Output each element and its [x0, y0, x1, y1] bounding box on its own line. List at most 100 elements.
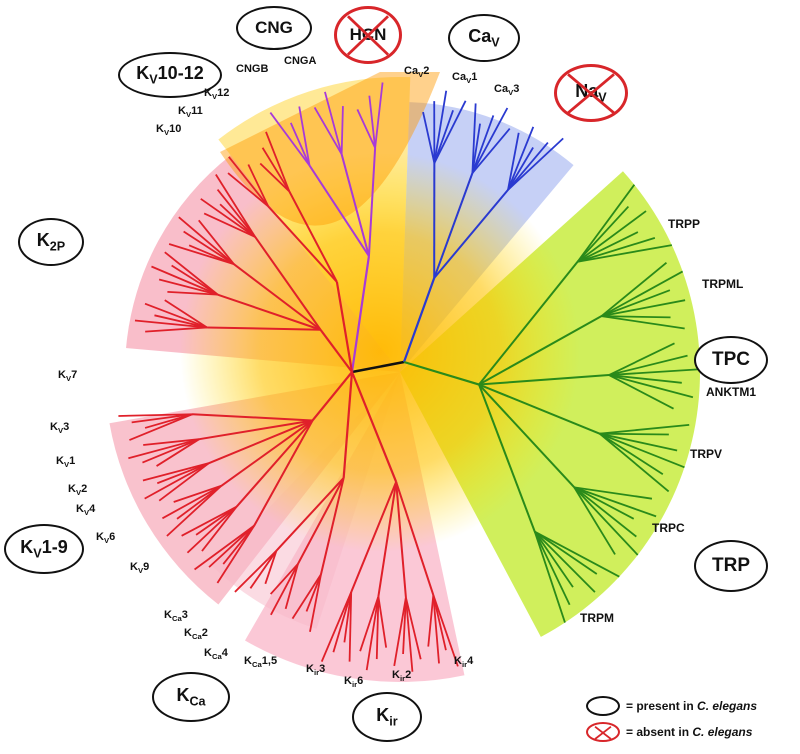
leaf-branch-18 [471, 103, 477, 174]
leaf-branch-127 [393, 597, 407, 667]
kca-clade-branch [319, 477, 345, 575]
leaf-branch-87 [131, 413, 193, 424]
leaf-branch-112 [264, 550, 278, 585]
leaf-branch-130 [405, 597, 422, 660]
leaf-branch-41 [599, 423, 690, 435]
kv10-12-label: KV10-12 [136, 63, 204, 87]
cng-clade-branch [308, 164, 370, 257]
legend-absent-text: = absent in C. elegans [626, 725, 753, 739]
trp-clade-branch [478, 383, 576, 489]
k2p-clade-branch [233, 263, 322, 331]
leaf-branch-95 [156, 462, 210, 485]
leaf-branch-28 [534, 530, 598, 575]
leaf-branch-50 [601, 299, 686, 318]
tpc-oval: TPC [694, 336, 768, 384]
absent-cross-icon [567, 73, 615, 114]
trp-clade-branch [478, 374, 610, 386]
leaf-branch-133 [432, 594, 447, 651]
kv1-9-clade-branch [192, 413, 313, 422]
leaf-branch-99 [161, 484, 222, 520]
leaf-label-kv11: KV11 [178, 105, 203, 120]
k2p-clade-branch [207, 326, 321, 331]
kv1-9-clade-stem [311, 371, 353, 422]
leaf-branch-39 [599, 432, 678, 452]
hcn-oval: HCN [334, 6, 402, 64]
cav-label: CaV [468, 26, 500, 50]
leaf-branch-106 [194, 524, 255, 571]
leaf-branch-58 [576, 205, 630, 263]
leaf-branch-62 [259, 162, 290, 193]
leaf-label-kca4: KCa4 [204, 647, 228, 662]
absent-cross-icon [346, 15, 389, 56]
leaf-label-trpm: TRPM [580, 611, 614, 625]
leaf-label-kir2: Kir2 [392, 669, 412, 684]
legend-absent: = absent in C. elegans [586, 722, 752, 742]
leaf-label-kca3: KCa3 [164, 609, 188, 624]
trp-clade-stem [403, 360, 480, 386]
leaf-branch-63 [247, 164, 269, 207]
leaf-branch-70 [203, 212, 256, 238]
cng-clade-branch [340, 153, 370, 257]
leaf-branch-40 [599, 432, 669, 436]
leaf-label-kv6: KV6 [96, 531, 116, 546]
leaf-label-cav2: CaV2 [404, 65, 430, 80]
leaf-branch-123 [359, 596, 380, 652]
leaf-branch-111 [249, 550, 278, 589]
leaf-branch-101 [166, 485, 223, 537]
leaf-branch-9 [507, 137, 564, 191]
leaf-branch-37 [599, 432, 664, 475]
leaf-branch-6 [298, 106, 311, 166]
leaf-branch-61 [261, 147, 291, 192]
kir-clade-branch [350, 481, 398, 593]
leaf-branch-118 [309, 574, 322, 633]
leaf-branch-36 [599, 432, 670, 493]
trp-label: TRP [712, 555, 750, 576]
leaf-branch-109 [216, 525, 255, 584]
leaf-branch-5 [313, 106, 343, 155]
leaf-branch-23 [422, 111, 436, 164]
leaf-branch-45 [608, 368, 701, 376]
leaf-branch-82 [144, 302, 208, 329]
leaf-label-kv1: KV1 [56, 455, 76, 470]
leaf-branch-125 [375, 596, 380, 660]
leaf-branch-96 [144, 462, 210, 500]
leaf-branch-84 [134, 319, 208, 329]
leaf-branch-24 [533, 531, 566, 623]
leaf-branch-72 [178, 216, 235, 265]
leaf-branch-32 [573, 486, 637, 538]
core-glow [180, 152, 580, 552]
kir-clade-branch [377, 481, 398, 597]
leaf-branch-97 [158, 462, 210, 502]
tpc-label: TPC [712, 349, 750, 370]
trp-oval: TRP [694, 540, 768, 592]
k2p-clade-branch [254, 236, 322, 331]
leaf-branch-7 [289, 122, 311, 166]
leaf-branch-51 [601, 289, 671, 317]
leaf-branch-67 [216, 189, 256, 238]
leaf-branch-75 [168, 243, 235, 266]
leaf-label-kv7: KV7 [58, 369, 78, 384]
leaf-branch-13 [507, 132, 520, 191]
leaf-branch-20 [433, 110, 454, 164]
leaf-branch-128 [402, 597, 407, 655]
leaf-branch-122 [348, 592, 353, 662]
kir-clade-branch [395, 481, 407, 598]
leaf-label-trpml: TRPML [702, 277, 744, 291]
leaf-branch-107 [208, 524, 255, 568]
leaf-branch-110 [234, 550, 278, 593]
leaf-branch-56 [577, 231, 639, 263]
leaf-branch-113 [269, 563, 299, 595]
leaf-branch-98 [173, 484, 222, 503]
cav-clade-branch [433, 172, 474, 279]
leaf-branch-46 [608, 354, 688, 376]
kca-oval: KCa [152, 672, 230, 722]
leaf-branch-77 [171, 264, 219, 296]
leaf-branch-79 [158, 278, 218, 296]
leaf-label-kv4: KV4 [76, 503, 96, 518]
leaf-label-kca2: KCa2 [184, 627, 208, 642]
leaf-label-cav1: CaV1 [452, 71, 478, 86]
kca-clade-branch [275, 477, 345, 552]
leaf-branch-66 [215, 174, 256, 238]
leaf-branch-76 [164, 251, 219, 296]
